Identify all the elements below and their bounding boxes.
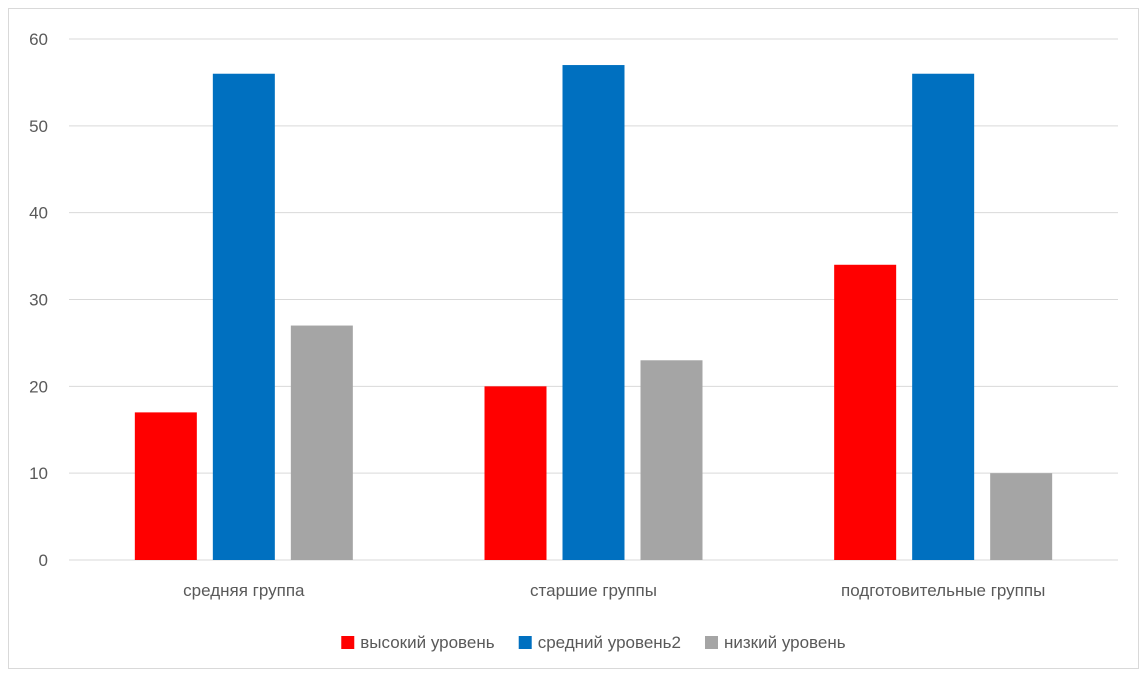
bar [134,412,197,560]
legend-item: средний уровень2 [518,633,681,652]
legend-label: высокий уровень [360,633,494,652]
legend-label: низкий уровень [724,633,846,652]
y-tick-label: 0 [39,551,48,570]
bar [290,325,353,560]
y-tick-label: 50 [29,117,48,136]
bar [990,473,1053,560]
legend: высокий уровень средний уровень2 низкий ур… [341,633,846,652]
legend-swatch [704,636,718,649]
y-tick-label: 30 [29,291,48,310]
bar [912,73,975,560]
legend-item: высокий уровень [341,633,495,652]
y-tick-label: 10 [29,464,48,483]
bar [484,386,547,560]
y-tick-label: 20 [29,377,48,396]
x-axis-categories: средняя группа старшие группы подготовител… [183,581,1045,600]
bar [640,360,703,560]
bar [562,65,625,561]
legend-item: низкий уровень [704,633,846,652]
bar [834,264,897,560]
legend-label: средний уровень2 [538,633,681,652]
bars [134,65,1053,561]
legend-swatch [518,636,532,649]
x-category-label: старшие группы [530,581,657,600]
bar [212,73,275,560]
legend-swatch [341,636,355,649]
y-axis-ticks: 0 10 20 30 40 50 60 [29,30,48,570]
y-tick-label: 60 [29,30,48,49]
x-category-label: подготовительные группы [841,581,1045,600]
y-tick-label: 40 [29,204,48,223]
x-category-label: средняя группа [183,581,305,600]
